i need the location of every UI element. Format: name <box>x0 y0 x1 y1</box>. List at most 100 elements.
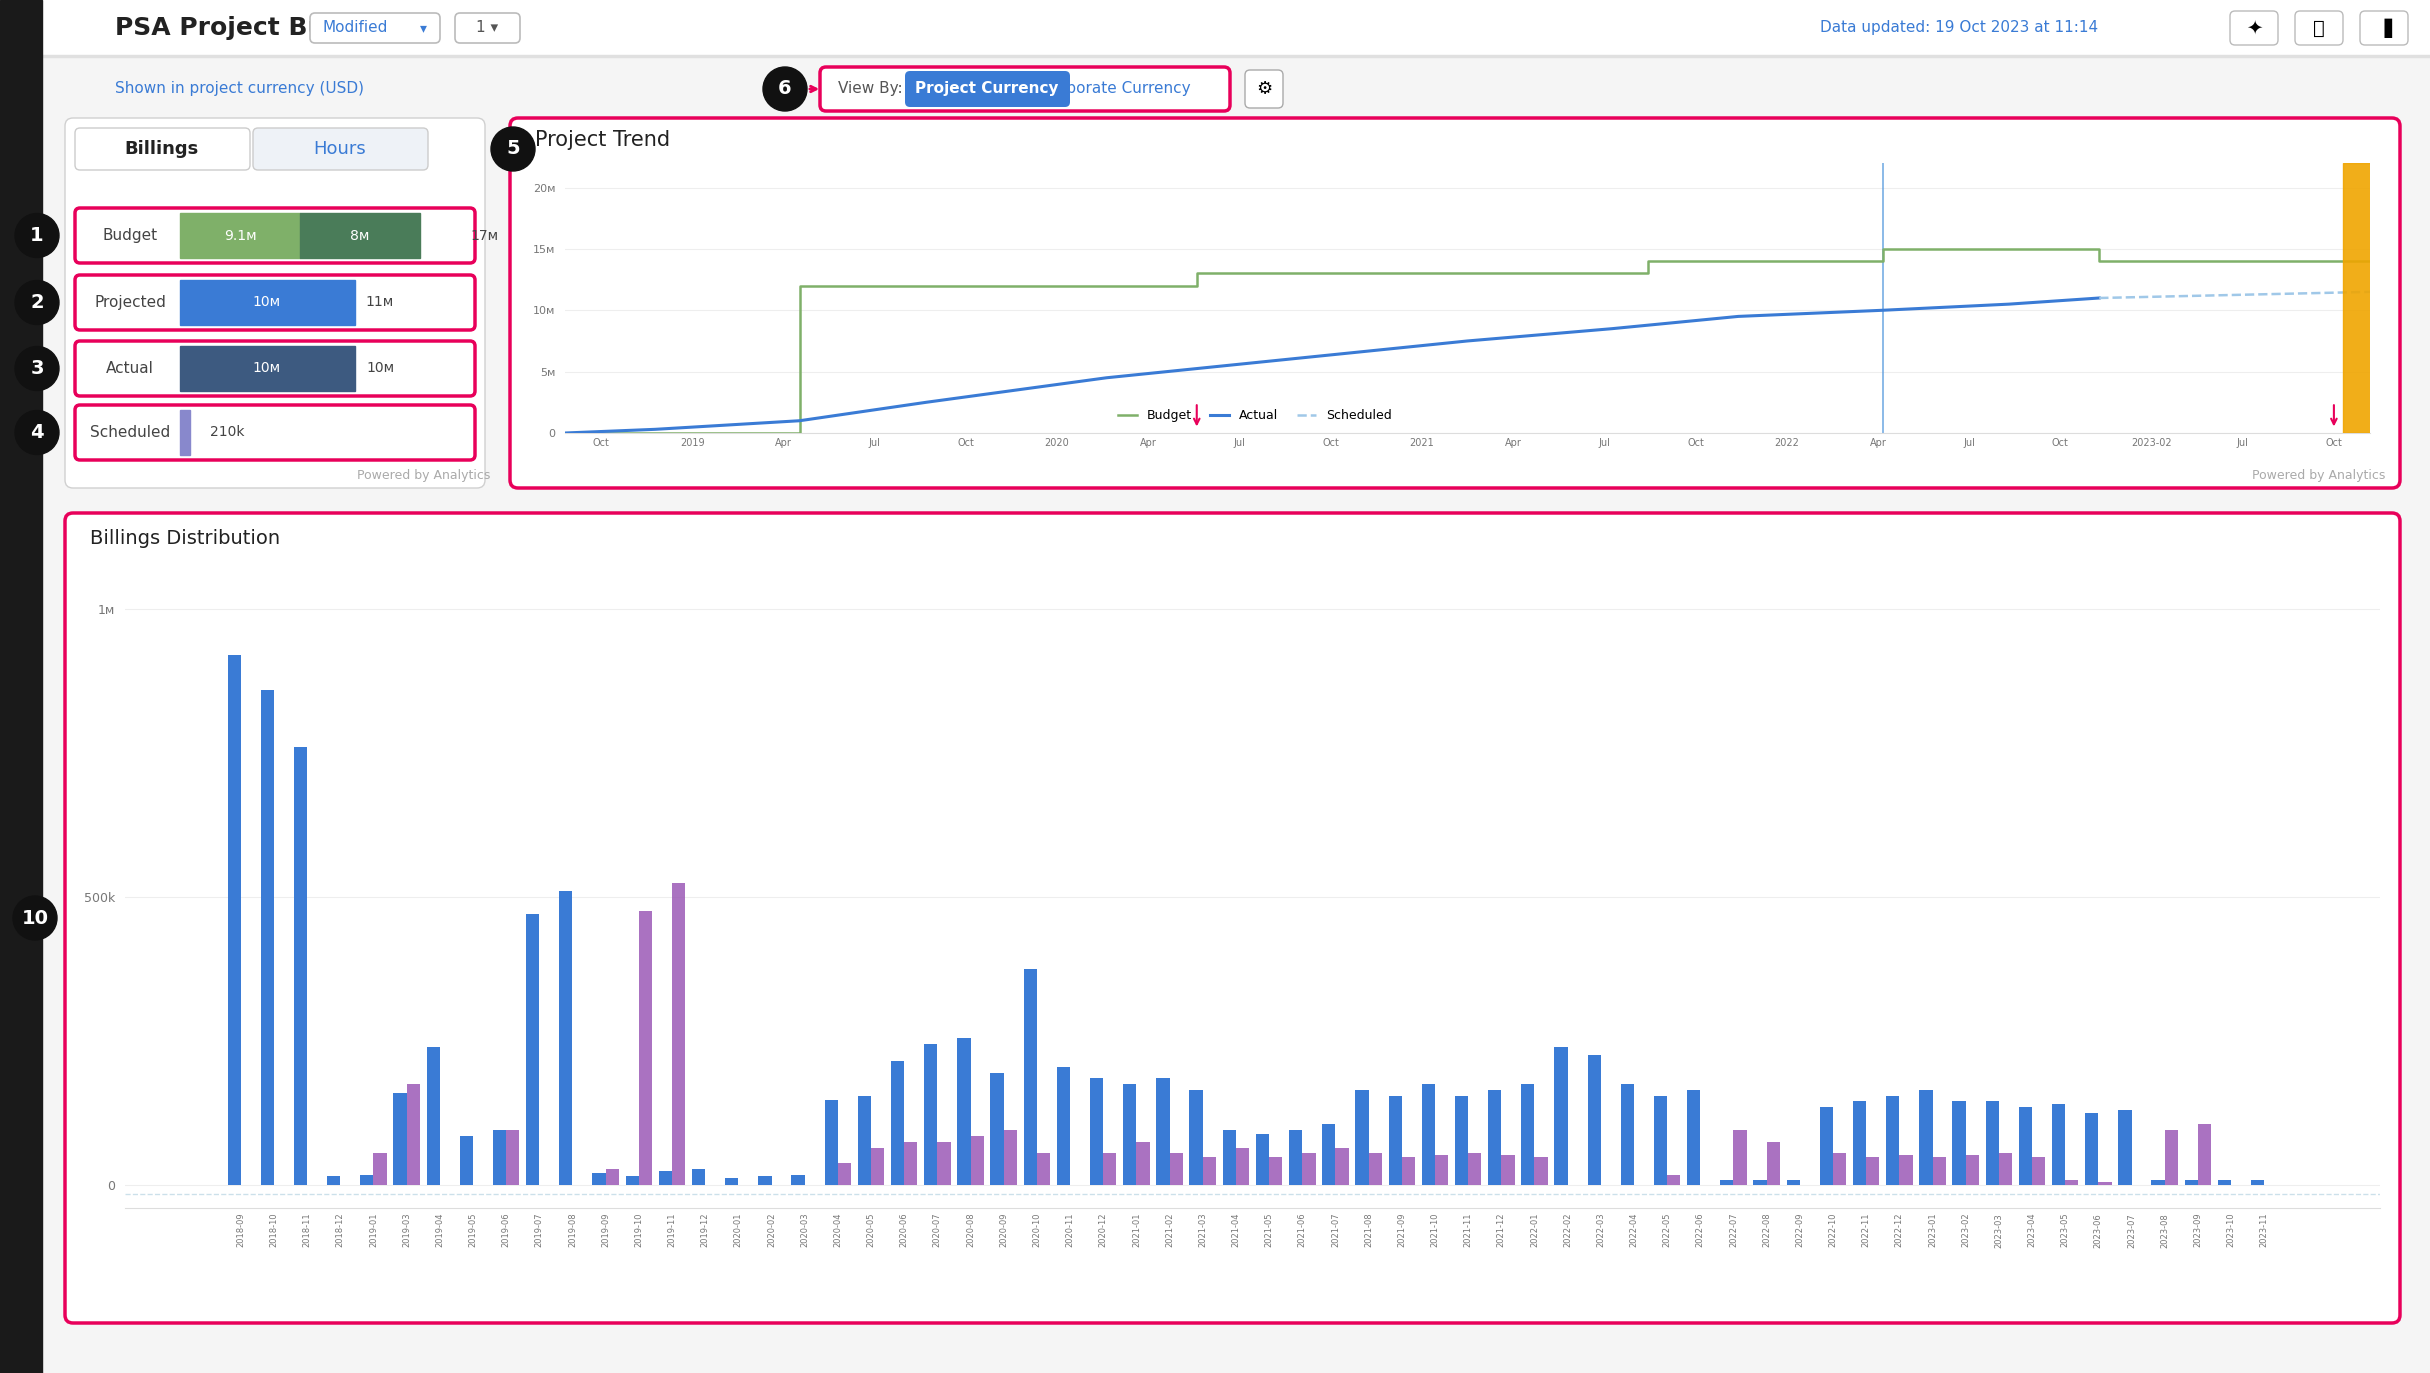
Text: 7: 7 <box>663 239 676 258</box>
Text: Project Currency: Project Currency <box>916 81 1059 96</box>
Text: ▾: ▾ <box>420 21 428 34</box>
Bar <box>758 1177 770 1185</box>
FancyBboxPatch shape <box>311 12 440 43</box>
Bar <box>1920 1090 1932 1185</box>
Bar <box>1356 1090 1368 1185</box>
Text: 210k: 210k <box>209 426 245 439</box>
Circle shape <box>15 346 58 390</box>
Bar <box>605 1168 620 1185</box>
Bar <box>892 1061 904 1185</box>
Circle shape <box>649 227 693 270</box>
Bar <box>2250 1181 2265 1185</box>
Text: 1: 1 <box>29 227 44 244</box>
Actual <box>1597 320 1626 336</box>
Bar <box>693 1168 705 1185</box>
Text: Billings Distribution: Billings Distribution <box>90 529 279 548</box>
Bar <box>2066 1181 2078 1185</box>
Bar <box>625 1177 639 1185</box>
Bar <box>1886 1096 1900 1185</box>
Bar <box>2019 1107 2031 1185</box>
Bar <box>1188 1090 1203 1185</box>
Bar <box>1256 1134 1268 1185</box>
FancyBboxPatch shape <box>819 67 1230 111</box>
Legend: Budget, Actual, Scheduled: Budget, Actual, Scheduled <box>1113 404 1397 427</box>
Bar <box>228 655 241 1185</box>
Bar <box>1686 1090 1701 1185</box>
Bar <box>2085 1114 2100 1185</box>
Actual <box>1869 302 1898 319</box>
Circle shape <box>15 213 58 258</box>
Circle shape <box>2199 227 2243 270</box>
Bar <box>294 747 306 1185</box>
Bar <box>724 1178 739 1185</box>
Bar <box>2197 1124 2211 1185</box>
Bar <box>1322 1124 1336 1185</box>
Budget <box>2355 253 2384 269</box>
FancyBboxPatch shape <box>2294 11 2343 45</box>
Bar <box>41 0 2430 55</box>
Bar <box>1854 1101 1866 1185</box>
Text: 🔔: 🔔 <box>2313 18 2326 37</box>
Text: ⚙: ⚙ <box>1256 80 1271 97</box>
Line: Scheduled: Scheduled <box>2100 292 2369 298</box>
Bar <box>360 1174 374 1185</box>
Bar <box>1555 1046 1567 1185</box>
Bar <box>428 1046 440 1185</box>
Text: 2023 - 02: 2023 - 02 <box>1859 456 1905 467</box>
Bar <box>525 914 539 1185</box>
Bar <box>1456 1096 1468 1185</box>
FancyBboxPatch shape <box>66 118 486 487</box>
Bar <box>1004 1130 1018 1185</box>
Actual <box>1273 351 1302 368</box>
Text: Scheduled: Scheduled <box>90 426 170 439</box>
Text: Modified: Modified <box>323 21 389 36</box>
Bar <box>1754 1181 1767 1185</box>
Bar <box>1288 1130 1302 1185</box>
Bar <box>0 0 41 1373</box>
Bar <box>1422 1085 1436 1185</box>
Text: 10м: 10м <box>253 361 282 375</box>
Bar <box>2100 1182 2112 1185</box>
Bar <box>2219 1181 2231 1185</box>
Budget <box>1869 240 1898 257</box>
Bar <box>1733 1130 1747 1185</box>
Bar <box>870 1148 885 1185</box>
Circle shape <box>15 280 58 324</box>
Scheduled <box>2355 284 2384 301</box>
Text: Projected: Projected <box>95 295 165 310</box>
Bar <box>1832 1153 1847 1185</box>
Budget <box>2085 240 2114 257</box>
Bar <box>260 689 275 1185</box>
Actual <box>1453 332 1482 349</box>
Scheduled <box>2085 290 2114 306</box>
Text: 2: 2 <box>29 292 44 312</box>
Actual <box>1995 297 2024 313</box>
Bar <box>1820 1107 1832 1185</box>
Bar <box>493 1130 505 1185</box>
Text: 10м: 10м <box>367 361 394 375</box>
Bar <box>1985 1101 2000 1185</box>
Text: Project Trend: Project Trend <box>535 130 671 150</box>
Bar <box>1951 1101 1966 1185</box>
Bar <box>559 891 573 1185</box>
FancyBboxPatch shape <box>75 275 474 330</box>
Text: Hours: Hours <box>313 140 367 158</box>
Bar <box>1038 1153 1050 1185</box>
Bar <box>1468 1153 1482 1185</box>
Text: ✦: ✦ <box>2245 18 2262 37</box>
Bar <box>1786 1181 1801 1185</box>
Bar <box>1137 1142 1149 1185</box>
Bar <box>1123 1085 1137 1185</box>
Bar <box>1302 1153 1315 1185</box>
Bar <box>1502 1155 1514 1185</box>
Bar <box>180 280 355 325</box>
Text: 4: 4 <box>29 423 44 442</box>
Bar <box>1966 1155 1978 1185</box>
Text: End: End <box>2323 456 2345 467</box>
Text: 9.1м: 9.1м <box>224 228 255 243</box>
Bar <box>459 1135 474 1185</box>
Budget <box>1633 253 1662 269</box>
FancyBboxPatch shape <box>66 514 2401 1324</box>
Bar <box>1720 1181 1733 1185</box>
Bar <box>1587 1056 1601 1185</box>
